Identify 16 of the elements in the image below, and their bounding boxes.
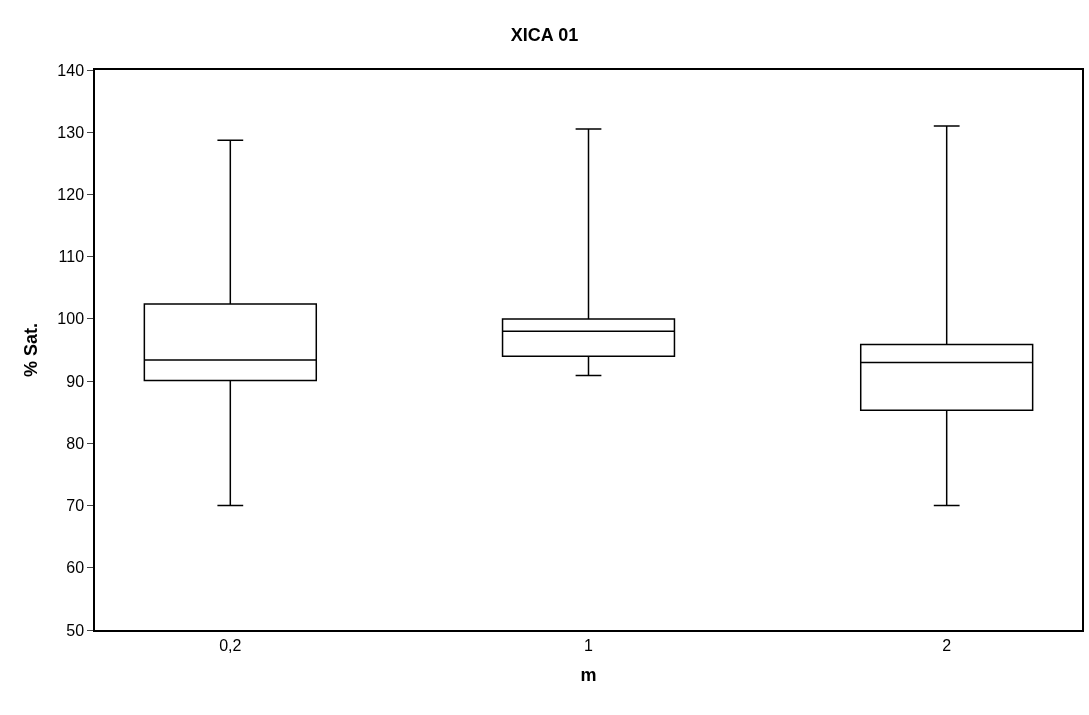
x-tick-label: 2 xyxy=(942,636,952,654)
y-tick-label: 70 xyxy=(66,497,85,515)
y-tick-label: 50 xyxy=(66,621,85,639)
y-axis-title: % Sat. xyxy=(21,322,42,378)
y-tick-label: 80 xyxy=(66,434,85,452)
x-tick-label: 1 xyxy=(584,636,594,654)
y-tick-label: 90 xyxy=(66,372,85,390)
y-tick-label: 100 xyxy=(57,310,85,328)
x-axis-title: m xyxy=(580,664,597,685)
y-tick-label: 130 xyxy=(57,123,85,141)
y-tick-label: 110 xyxy=(58,248,85,266)
y-tick-label: 140 xyxy=(57,61,85,79)
y-tick-label: 120 xyxy=(57,186,85,204)
chart-title: XICA 01 xyxy=(510,25,579,46)
y-tick-label: 60 xyxy=(66,559,85,577)
x-tick-label: 0,2 xyxy=(219,636,242,654)
